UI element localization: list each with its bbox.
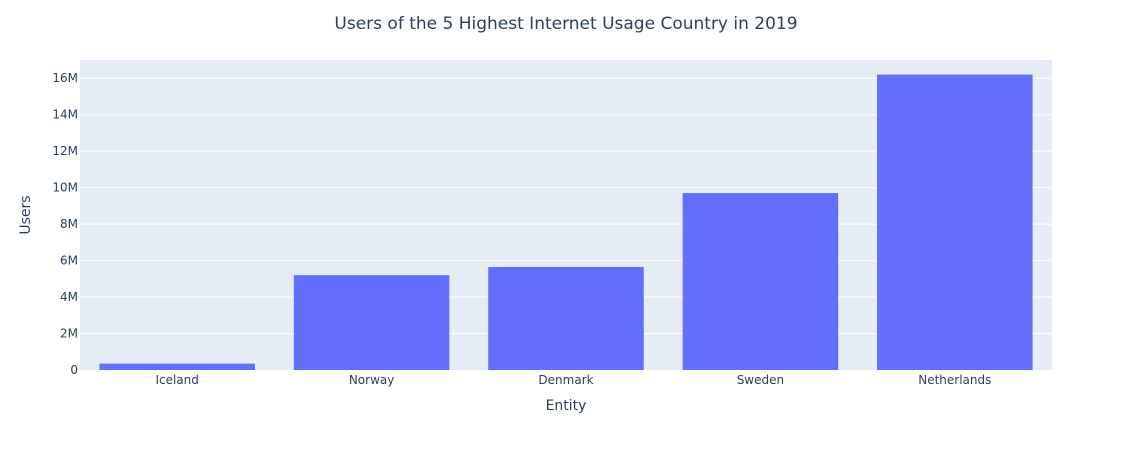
y-tick-label: 4M [60, 290, 78, 304]
y-tick-label: 6M [60, 254, 78, 268]
bar-iceland[interactable] [99, 363, 255, 370]
y-tick-label: 2M [60, 327, 78, 341]
y-tick-label: 14M [52, 108, 78, 122]
y-tick-label: 0 [70, 363, 78, 377]
x-axis-title: Entity [546, 398, 587, 414]
chart-title: Users of the 5 Highest Internet Usage Co… [334, 14, 797, 34]
x-tick-label: Iceland [155, 373, 198, 387]
y-tick-label: 8M [60, 217, 78, 231]
x-tick-label: Denmark [538, 373, 593, 387]
x-tick-label: Netherlands [918, 373, 991, 387]
y-tick-label: 12M [52, 144, 78, 158]
y-axis-ticks: 0 2M 4M 6M 8M 10M 12M 14M 16M [52, 71, 78, 377]
bars [99, 74, 1033, 371]
bar-sweden[interactable] [682, 193, 839, 370]
y-tick-label: 10M [52, 181, 78, 195]
bar-norway[interactable] [293, 275, 450, 370]
y-axis-title: Users [18, 195, 34, 234]
x-tick-label: Norway [349, 373, 395, 387]
bar-denmark[interactable] [488, 266, 644, 370]
x-axis-ticks: Iceland Norway Denmark Sweden Netherlands [155, 373, 991, 387]
bar-netherlands[interactable] [877, 74, 1033, 371]
x-tick-label: Sweden [737, 373, 784, 387]
y-tick-label: 16M [52, 71, 78, 85]
